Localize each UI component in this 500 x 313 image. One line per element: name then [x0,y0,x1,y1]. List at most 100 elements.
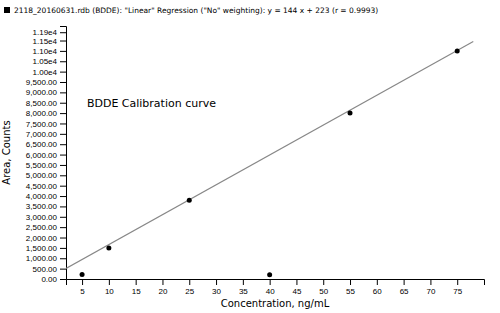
y-tick: 2,000.00 [26,234,66,243]
x-tick: 40 [266,279,275,296]
y-tick-mark [60,41,66,42]
x-tick-mark [243,279,244,285]
x-tick-label: 15 [132,287,141,296]
x-tick-mark [457,279,458,285]
y-tick-label: 1.05e4 [33,57,58,66]
x-tick: 5 [80,279,85,296]
x-tick-label: 40 [266,287,275,296]
y-tick-mark [60,196,66,197]
x-tick-mark [109,279,110,285]
x-tick-mark [136,279,137,285]
y-tick: 3,500.00 [26,202,66,211]
y-tick: 5,000.00 [26,171,66,180]
x-tick: 50 [319,279,328,296]
plot: 510152025303540455055606570750.00500.001… [1,27,485,310]
y-tick: 1.10e4 [33,47,66,56]
x-tick-mark [270,279,271,285]
y-tick-label: 6,000.00 [26,151,58,160]
y-tick-label: 1,000.00 [26,254,58,263]
data-point [106,245,111,250]
data-point [187,198,192,203]
x-tick: 25 [185,279,194,296]
x-tick-mark [296,279,297,285]
annotation: BDDE Calibration curve [87,97,216,110]
x-tick-mark [350,279,351,285]
y-tick: 1,000.00 [26,254,66,263]
x-tick-mark [216,279,217,285]
y-tick-label: 0.00 [41,275,57,284]
y-tick-label: 9,500.00 [26,78,58,87]
y-tick: 7,500.00 [26,120,66,129]
x-axis-line [67,280,485,286]
x-tick: 10 [105,279,114,296]
y-tick: 8,500.00 [26,99,66,108]
x-tick-label: 35 [239,287,248,296]
y-tick: 2,500.00 [26,223,66,232]
marks [66,41,473,277]
y-tick-mark [60,51,66,52]
regression-line [66,41,473,268]
y-tick: 500.00 [33,265,66,274]
y-tick-mark [60,123,66,124]
y-tick: 4,000.00 [26,192,66,201]
x-tick-label: 70 [426,287,435,296]
x-tick-label: 45 [292,287,301,296]
y-tick-mark [60,82,66,83]
y-tick-label: 4,000.00 [26,192,58,201]
y-tick-label: 2,500.00 [26,223,58,232]
x-tick-mark [404,279,405,285]
x-tick-label: 20 [159,287,168,296]
y-tick-label: 1.00e4 [33,68,58,77]
y-tick: 6,000.00 [26,151,66,160]
y-tick: 1.19e4 [33,28,66,37]
y-tick-mark [60,134,66,135]
y-tick-label: 5,500.00 [26,161,58,170]
y-tick-mark [60,248,66,249]
y-tick-mark [60,155,66,156]
y-tick-mark [60,227,66,228]
y-tick-mark [60,61,66,62]
y-tick-label: 3,500.00 [26,202,58,211]
x-tick: 20 [159,279,168,296]
y-tick-label: 4,500.00 [26,182,58,191]
x-tick-label: 25 [185,287,194,296]
x-tick-label: 10 [105,287,114,296]
title-marker [4,7,10,13]
y-tick-mark [60,186,66,187]
x-tick-mark [377,279,378,285]
y-tick-mark [60,144,66,145]
x-tick-label: 75 [453,287,462,296]
y-tick-mark [60,72,66,73]
y-tick: 1,500.00 [26,244,66,253]
y-tick: 0.00 [41,275,66,284]
y-tick-mark [60,165,66,166]
y-tick-mark [60,92,66,93]
y-tick-label: 7,500.00 [26,120,58,129]
y-tick: 4,500.00 [26,182,66,191]
y-tick-label: 1.19e4 [33,28,58,37]
x-tick-mark [323,279,324,285]
y-tick-label: 8,000.00 [26,109,58,118]
data-point [455,48,460,53]
x-axis: 51015202530354045505560657075 [67,279,485,296]
y-axis: 0.00500.00 1,000.001,500.002,000.00 2,500.… [26,27,67,285]
y-tick-mark [60,269,66,270]
y-tick-label: 1.10e4 [33,47,58,56]
x-tick-label: 65 [400,287,409,296]
x-axis-title: Concentration, ng/mL [221,298,330,309]
y-tick-label: 1,500.00 [26,244,58,253]
data-point [348,111,353,116]
y-tick: 9,500.00 [26,78,66,87]
y-tick-label: 8,500.00 [26,99,58,108]
y-tick-label: 5,000.00 [26,171,58,180]
data-point [267,272,272,277]
title: 2118_20160631.rdb (BDDE): "Linear" Regre… [14,6,378,15]
y-tick-mark [60,238,66,239]
y-axis-title: Area, Counts [1,120,12,184]
x-tick-label: 55 [346,287,355,296]
y-tick: 1.15e4 [33,37,66,46]
x-tick-mark [82,279,83,285]
x-tick: 55 [346,279,355,296]
y-tick: 8,000.00 [26,109,66,118]
y-tick-mark [60,279,66,280]
